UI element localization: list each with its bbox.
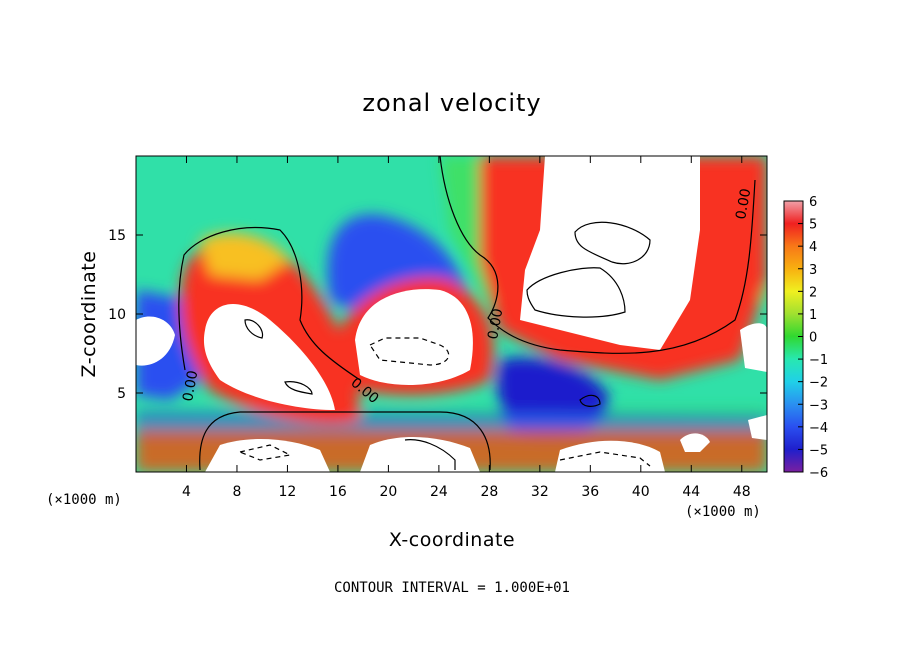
y-axis-label: Z-coordinate (78, 251, 100, 378)
svg-text:0.00: 0.00 (485, 307, 506, 340)
x-tick-label: 48 (733, 484, 751, 500)
colorbar-tick-label: −2 (809, 376, 828, 391)
colorbar-tick-label: 2 (809, 285, 817, 300)
contour-interval-note: CONTOUR INTERVAL = 1.000E+01 (334, 580, 570, 596)
x-tick-label: 36 (581, 484, 599, 500)
colorbar-tick-label: 0 (809, 331, 817, 346)
colorbar-tick-label: −5 (809, 443, 828, 458)
y-tick-label: 5 (117, 386, 126, 402)
x-tick-label: 28 (480, 484, 498, 500)
colorbar-tick-label: −1 (809, 353, 828, 368)
colorbar-tick-label: 6 (809, 195, 817, 210)
x-tick-label: 44 (682, 484, 700, 500)
colorbar-tick-label: 5 (809, 218, 817, 233)
colorbar-tick-label: 4 (809, 240, 817, 255)
svg-text:0.00: 0.00 (733, 187, 754, 220)
colorbar-tick-label: −6 (809, 466, 828, 481)
x-tick-label: 40 (632, 484, 650, 500)
x-axis: 4 8 12 16 20 24 28 32 36 40 44 48 (182, 156, 751, 500)
y-tick-label: 15 (108, 228, 126, 244)
contour-lines (178, 156, 756, 471)
z-unit-label: (×1000 m) (46, 492, 122, 508)
x-axis-label: X-coordinate (389, 529, 515, 551)
x-tick-label: 20 (379, 484, 397, 500)
colorbar: 6 5 4 3 2 1 0 −1 −2 −3 −4 −5 −6 (783, 195, 828, 481)
chart-title: zonal velocity (362, 89, 541, 117)
svg-text:0.00: 0.00 (180, 369, 201, 402)
heatmap-field: 0.00 0.00 0.00 0.00 (136, 156, 767, 472)
x-unit-label: (×1000 m) (685, 504, 761, 520)
colorbar-tick-label: 3 (809, 263, 817, 278)
colorbar-tick-label: −4 (809, 421, 828, 436)
x-tick-label: 8 (232, 484, 241, 500)
y-axis: 5 10 15 (108, 228, 767, 402)
x-tick-label: 32 (531, 484, 549, 500)
colorbar-tick-label: 1 (809, 308, 817, 323)
x-tick-label: 12 (279, 484, 297, 500)
colorbar-tick-label: −3 (809, 398, 828, 413)
x-tick-label: 16 (329, 484, 347, 500)
y-tick-label: 10 (108, 307, 126, 323)
x-tick-label: 24 (430, 484, 448, 500)
x-tick-label: 4 (182, 484, 191, 500)
